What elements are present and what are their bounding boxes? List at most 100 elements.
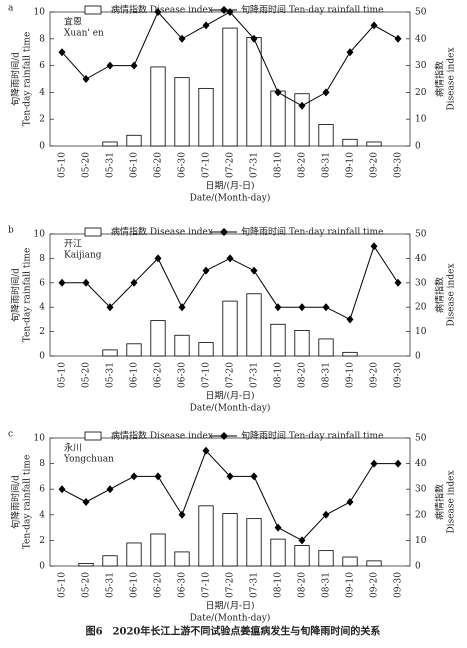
x-tick-label: 05-20 (82, 152, 92, 178)
y-axis-label: Ten-day rainfall time (23, 455, 33, 550)
line-marker (346, 315, 354, 324)
x-axis-label: Date/(Month-day) (190, 613, 271, 624)
bar (198, 505, 214, 567)
x-tick-label: 08-10 (274, 362, 284, 388)
bar (102, 555, 118, 567)
line-marker (178, 510, 186, 519)
site-name: 永川 (64, 442, 82, 454)
line-marker (202, 266, 210, 275)
bar (342, 138, 358, 147)
y2-axis-label: 病情指数 (434, 484, 446, 520)
x-axis-label: 日期/(月-日) (205, 391, 254, 402)
line-marker (106, 485, 114, 494)
x-tick-label: 05-20 (82, 362, 92, 388)
x-tick-label: 06-20 (154, 152, 164, 178)
x-tick-label: 08-20 (298, 362, 308, 388)
line-marker (106, 303, 114, 312)
x-axis-label: Date/(Month-day) (190, 403, 271, 414)
y2-axis-label: Disease index (447, 470, 457, 533)
bar (270, 323, 286, 357)
bar (174, 77, 190, 147)
line-marker (178, 34, 186, 43)
x-tick-label: 09-20 (370, 362, 380, 388)
line-marker (130, 61, 138, 70)
bar (102, 141, 118, 147)
site-name: 宜恩 (64, 16, 82, 28)
bar (246, 518, 262, 567)
y2-tick-label: 40 (415, 34, 427, 44)
line-marker (322, 510, 330, 519)
y-tick-label: 0 (39, 142, 45, 152)
bar (222, 300, 238, 357)
line-marker (298, 536, 306, 545)
y-tick-label: 4 (39, 303, 45, 313)
x-tick-label: 06-10 (130, 362, 140, 388)
x-tick-label: 08-31 (322, 362, 332, 388)
site-name-en: Yongchuan (63, 455, 114, 465)
bar (150, 533, 166, 567)
x-tick-label: 06-30 (178, 572, 188, 598)
legend-label: 旬降雨时间 Ten-day rainfall time (241, 430, 383, 442)
line-marker (178, 303, 186, 312)
bar (318, 124, 334, 147)
site-name-en: Kaijiang (64, 251, 102, 261)
y2-tick-label: 30 (415, 61, 427, 71)
line-marker (82, 278, 90, 287)
y-tick-label: 2 (39, 115, 45, 125)
bar (270, 538, 286, 567)
line-marker (154, 472, 162, 481)
line-marker (154, 8, 162, 16)
legend-swatch (84, 5, 102, 15)
bar (270, 90, 286, 147)
x-tick-label: 07-20 (226, 362, 236, 388)
bar (294, 329, 310, 357)
x-tick-label: 07-10 (202, 572, 212, 598)
x-axis-label: 日期/(月-日) (205, 181, 254, 192)
y2-tick-label: 20 (415, 303, 427, 313)
panel-label: b (8, 226, 14, 236)
line-marker (394, 34, 402, 43)
y-axis-label: Ten-day rainfall time (23, 32, 33, 127)
line-marker (202, 21, 210, 30)
x-tick-label: 07-31 (250, 572, 260, 598)
y2-tick-label: 10 (415, 536, 427, 546)
site-name-en: Xuan' en (64, 29, 104, 39)
y-axis-label: Ten-day rainfall time (23, 248, 33, 343)
y-axis-label: 旬降雨时间/d (10, 52, 22, 106)
x-tick-label: 05-31 (106, 572, 116, 598)
x-tick-label: 08-10 (274, 572, 284, 598)
x-tick-label: 09-20 (370, 572, 380, 598)
line-marker (130, 472, 138, 481)
bar (198, 87, 214, 147)
x-tick-label: 07-31 (250, 362, 260, 388)
x-tick-label: 08-31 (322, 572, 332, 598)
x-tick-label: 07-31 (250, 152, 260, 178)
line-marker (58, 48, 66, 57)
bar (246, 293, 262, 357)
line-marker (298, 303, 306, 312)
y-axis-label: 旬降雨时间/d (10, 268, 22, 322)
y-tick-label: 6 (39, 278, 45, 288)
line-marker (346, 498, 354, 506)
y2-tick-label: 10 (415, 115, 427, 125)
y-tick-label: 0 (39, 562, 45, 572)
bar (366, 560, 382, 567)
line-marker (370, 459, 378, 468)
legend-label: 病情指数 Disease index (111, 4, 213, 16)
x-tick-label: 06-30 (178, 362, 188, 388)
x-axis-label: 日期/(月-日) (205, 601, 254, 612)
x-tick-label: 06-10 (130, 152, 140, 178)
line-marker (274, 88, 282, 97)
y-tick-label: 4 (39, 88, 45, 98)
x-tick-label: 06-20 (154, 572, 164, 598)
y-tick-label: 10 (34, 230, 46, 240)
line-marker (322, 88, 330, 97)
line-marker (250, 266, 258, 275)
y2-tick-label: 0 (415, 352, 421, 362)
line-marker (154, 254, 162, 263)
line-marker (250, 34, 258, 43)
x-tick-label: 07-10 (202, 152, 212, 178)
line-marker (106, 61, 114, 70)
line-marker (250, 472, 258, 481)
bar (294, 93, 310, 147)
